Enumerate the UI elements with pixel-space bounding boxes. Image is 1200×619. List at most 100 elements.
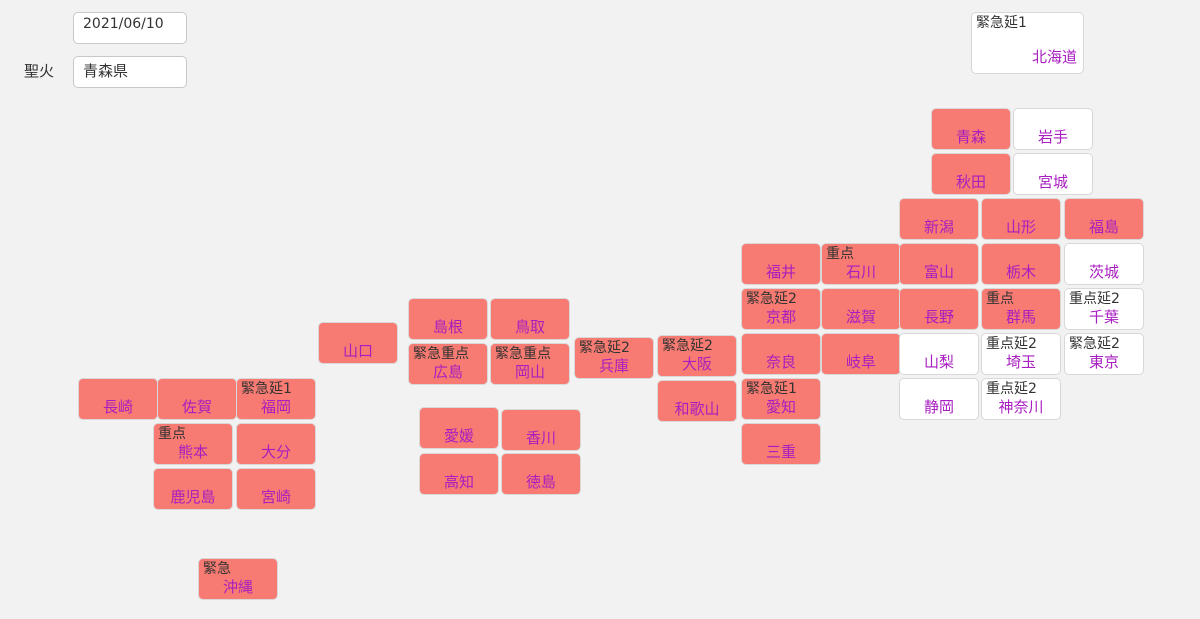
tile-name: 香川 (525, 429, 556, 447)
prefecture-tile[interactable]: 青森 (931, 108, 1011, 150)
tile-name: 新潟 (923, 218, 954, 236)
prefecture-tile[interactable]: 緊急重点 広島 (408, 343, 488, 385)
prefecture-tile[interactable]: 重点延2 埼玉 (981, 333, 1061, 375)
prefecture-tile[interactable]: 富山 (899, 243, 979, 285)
tile-name: 熊本 (177, 443, 208, 461)
prefecture-tile[interactable]: 宮城 (1013, 153, 1093, 195)
prefecture-tile[interactable]: 緊急延2 京都 (741, 288, 821, 330)
tile-name: 山梨 (923, 353, 954, 371)
prefecture-tile[interactable]: 茨城 (1064, 243, 1144, 285)
prefecture-tile[interactable]: 鹿児島 (153, 468, 233, 510)
prefecture-tile[interactable]: 鳥取 (490, 298, 570, 340)
prefecture-tile[interactable]: 滋賀 (821, 288, 901, 330)
tile-status: 緊急延1 (976, 15, 1027, 31)
tile-name: 宮崎 (260, 488, 291, 506)
prefecture-tile[interactable]: 和歌山 (657, 380, 737, 422)
tile-name: 鹿児島 (170, 488, 216, 506)
prefecture-tile[interactable]: 山形 (981, 198, 1061, 240)
prefecture-tile[interactable]: 福島 (1064, 198, 1144, 240)
tile-name: 兵庫 (598, 357, 629, 375)
tile-name: 長崎 (102, 398, 133, 416)
prefecture-tile[interactable]: 新潟 (899, 198, 979, 240)
prefecture-tile[interactable]: 長野 (899, 288, 979, 330)
prefecture-tile[interactable]: 大分 (236, 423, 316, 465)
tile-name: 秋田 (955, 173, 986, 191)
prefecture-tile[interactable]: 緊急延2 兵庫 (574, 337, 654, 379)
tile-name: 山形 (1005, 218, 1036, 236)
tile-name: 福島 (1088, 218, 1119, 236)
tile-name: 栃木 (1005, 263, 1036, 281)
prefecture-tile[interactable]: 緊急延1 愛知 (741, 378, 821, 420)
tile-name: 沖縄 (222, 578, 253, 596)
prefecture-tile[interactable]: 徳島 (501, 453, 581, 495)
prefecture-tile[interactable]: 緊急延2 大阪 (657, 335, 737, 377)
tile-name: 北海道 (1031, 48, 1077, 66)
prefecture-tile[interactable]: 緊急延2 東京 (1064, 333, 1144, 375)
prefecture-tile[interactable]: 岐阜 (821, 333, 901, 375)
tile-status: 緊急延2 (662, 338, 713, 354)
tile-name: 鳥取 (514, 318, 545, 336)
prefecture-tile[interactable]: 山口 (318, 322, 398, 364)
prefecture-tile[interactable]: 岩手 (1013, 108, 1093, 150)
tile-name: 静岡 (923, 398, 954, 416)
tile-name: 和歌山 (674, 400, 720, 418)
tile-status: 重点延2 (1069, 291, 1120, 307)
prefecture-tile[interactable]: 緊急重点 岡山 (490, 343, 570, 385)
prefecture-tile[interactable]: 緊急延1 福岡 (236, 378, 316, 420)
torch-prefecture[interactable]: 青森県 (73, 56, 187, 88)
prefecture-tile[interactable]: 重点 石川 (821, 243, 901, 285)
tile-name: 東京 (1088, 353, 1119, 371)
prefecture-tile[interactable]: 佐賀 (157, 378, 237, 420)
tile-name: 千葉 (1088, 308, 1119, 326)
tile-status: 重点 (986, 291, 1014, 307)
prefecture-tile[interactable]: 重点 熊本 (153, 423, 233, 465)
tile-status: 緊急延2 (579, 340, 630, 356)
tile-name: 奈良 (765, 353, 796, 371)
prefecture-tile[interactable]: 緊急延1 北海道 (971, 12, 1084, 74)
tile-status: 緊急重点 (495, 346, 551, 362)
tile-name: 埼玉 (1005, 353, 1036, 371)
tile-name: 滋賀 (845, 308, 876, 326)
tile-status: 重点 (158, 426, 186, 442)
tile-name: 神奈川 (998, 398, 1044, 416)
tile-status: 重点 (826, 246, 854, 262)
prefecture-tile[interactable]: 栃木 (981, 243, 1061, 285)
tile-name: 青森 (955, 128, 986, 146)
prefecture-tile[interactable]: 重点延2 神奈川 (981, 378, 1061, 420)
tile-name: 愛知 (765, 398, 796, 416)
prefecture-tile[interactable]: 高知 (419, 453, 499, 495)
prefecture-tile[interactable]: 福井 (741, 243, 821, 285)
prefecture-tile[interactable]: 静岡 (899, 378, 979, 420)
tile-name: 三重 (765, 443, 796, 461)
prefecture-tile[interactable]: 愛媛 (419, 407, 499, 449)
tile-name: 茨城 (1088, 263, 1119, 281)
tile-name: 徳島 (525, 473, 556, 491)
tile-name: 石川 (845, 263, 876, 281)
tile-name: 富山 (923, 263, 954, 281)
tile-name: 岡山 (514, 363, 545, 381)
prefecture-tile[interactable]: 香川 (501, 409, 581, 451)
tile-status: 緊急延1 (241, 381, 292, 397)
prefecture-tile[interactable]: 秋田 (931, 153, 1011, 195)
tile-status: 緊急延2 (1069, 336, 1120, 352)
tile-name: 京都 (765, 308, 796, 326)
prefecture-tile[interactable]: 島根 (408, 298, 488, 340)
prefecture-tile[interactable]: 長崎 (78, 378, 158, 420)
prefecture-tile[interactable]: 宮崎 (236, 468, 316, 510)
tile-status: 緊急重点 (413, 346, 469, 362)
prefecture-tile[interactable]: 奈良 (741, 333, 821, 375)
tile-name: 大分 (260, 443, 291, 461)
prefecture-tile[interactable]: 重点 群馬 (981, 288, 1061, 330)
torch-label: 聖火 (24, 62, 55, 80)
tile-status: 緊急延1 (746, 381, 797, 397)
tile-name: 佐賀 (181, 398, 212, 416)
tile-name: 山口 (342, 342, 373, 360)
tile-name: 大阪 (681, 355, 712, 373)
prefecture-tile[interactable]: 山梨 (899, 333, 979, 375)
prefecture-tile[interactable]: 緊急 沖縄 (198, 558, 278, 600)
date-field[interactable]: 2021/06/10 (73, 12, 187, 44)
prefecture-tile[interactable]: 三重 (741, 423, 821, 465)
prefecture-tile[interactable]: 重点延2 千葉 (1064, 288, 1144, 330)
tile-name: 高知 (443, 473, 474, 491)
